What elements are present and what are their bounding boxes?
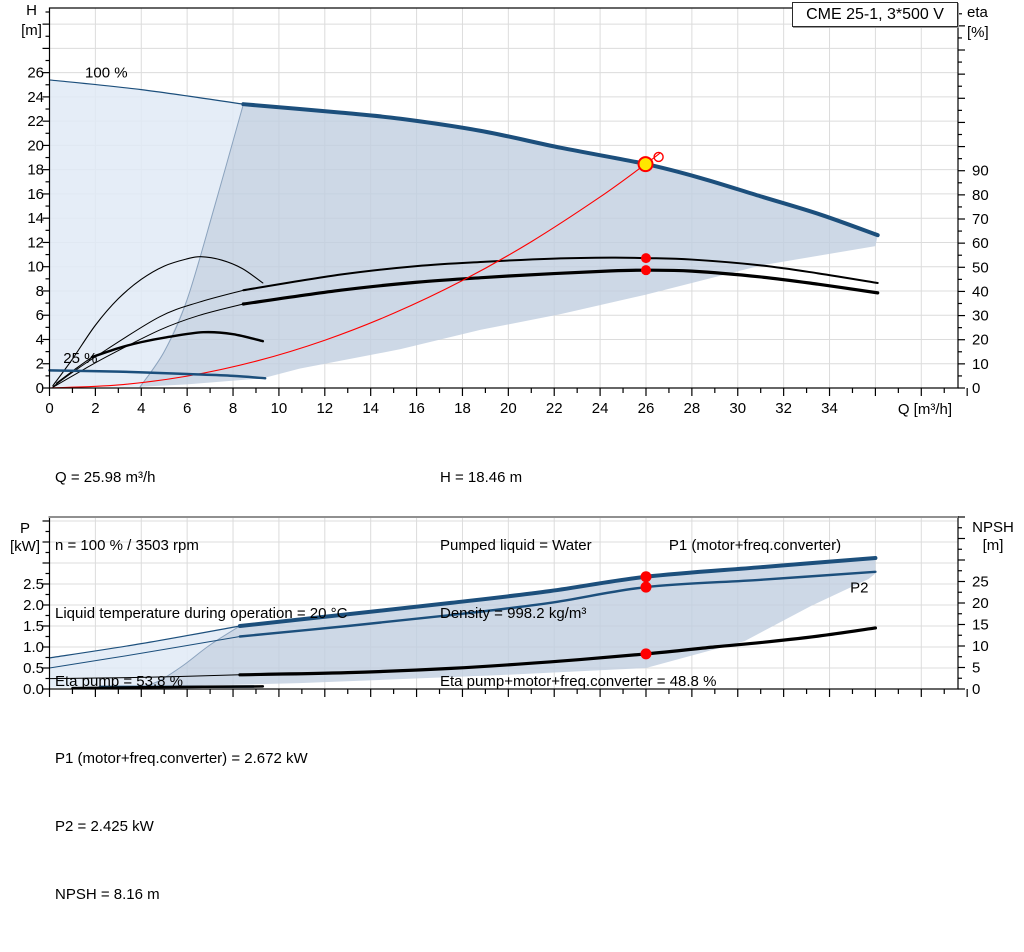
svg-text:40: 40 <box>972 283 989 300</box>
svg-text:50: 50 <box>972 259 989 276</box>
npsh-axis-label-symbol: NPSH <box>964 519 1022 537</box>
info-speed: n = 100 % / 3503 rpm <box>55 535 347 558</box>
svg-text:16: 16 <box>408 400 425 417</box>
h-axis-label-symbol: H <box>10 1 53 21</box>
svg-text:0: 0 <box>972 380 980 397</box>
svg-text:16: 16 <box>27 186 44 203</box>
svg-text:4: 4 <box>36 331 44 348</box>
svg-text:0.5: 0.5 <box>23 660 44 677</box>
svg-text:5: 5 <box>972 660 980 677</box>
svg-text:30: 30 <box>729 400 746 417</box>
info-npsh: NPSH = 8.16 m <box>55 884 308 907</box>
svg-text:1.5: 1.5 <box>23 618 44 635</box>
svg-text:18: 18 <box>27 162 44 179</box>
duty-info-right-column: H = 18.46 m Pumped liquid = Water Densit… <box>440 422 716 738</box>
info-eta-total: Eta pump+motor+freq.converter = 48.8 % <box>440 671 716 694</box>
svg-text:0: 0 <box>36 380 44 397</box>
svg-text:6: 6 <box>36 307 44 324</box>
eta-axis-label: eta [%] <box>967 3 1017 43</box>
info-flow: Q = 25.98 m³/h <box>55 467 347 490</box>
h-axis-label: H [m] <box>10 1 53 41</box>
svg-text:0: 0 <box>45 400 53 417</box>
info-liquid-temperature: Liquid temperature during operation = 20… <box>55 603 347 626</box>
svg-text:60: 60 <box>972 235 989 252</box>
svg-text:30: 30 <box>972 308 989 325</box>
svg-text:28: 28 <box>684 400 701 417</box>
envelope-allowed <box>140 104 878 387</box>
info-density: Density = 998.2 kg/m³ <box>440 603 716 626</box>
p-axis-label-unit: [kW] <box>2 538 48 556</box>
info-eta-pump: Eta pump = 53.8 % <box>55 671 347 694</box>
pump-title-box: CME 25-1, 3*500 V <box>792 2 958 27</box>
svg-text:4: 4 <box>137 400 145 417</box>
info-head: H = 18.46 m <box>440 467 716 490</box>
svg-text:20: 20 <box>972 595 989 612</box>
svg-text:14: 14 <box>27 210 44 227</box>
svg-text:1.0: 1.0 <box>23 639 44 656</box>
svg-text:8: 8 <box>36 283 44 300</box>
svg-text:18: 18 <box>454 400 471 417</box>
svg-text:8: 8 <box>229 400 237 417</box>
svg-text:2: 2 <box>36 356 44 373</box>
svg-text:20: 20 <box>500 400 517 417</box>
svg-text:0.0: 0.0 <box>23 681 44 698</box>
svg-text:70: 70 <box>972 211 989 228</box>
npsh-axis-label-unit: [m] <box>964 537 1022 555</box>
svg-text:6: 6 <box>183 400 191 417</box>
svg-text:24: 24 <box>592 400 609 417</box>
npsh-axis-label: NPSH [m] <box>964 519 1022 555</box>
eta-axis-label-unit: [%] <box>967 23 1017 43</box>
svg-text:80: 80 <box>972 187 989 204</box>
svg-text:25: 25 <box>972 574 989 591</box>
info-p1: P1 (motor+freq.converter) = 2.672 kW <box>55 748 308 771</box>
svg-text:12: 12 <box>27 234 44 251</box>
p2-curve-label: P2 <box>850 579 868 596</box>
svg-text:10: 10 <box>27 259 44 276</box>
eta-pump-point <box>641 253 651 263</box>
svg-text:26: 26 <box>638 400 655 417</box>
q-axis-label: Q [m³/h] <box>840 400 952 420</box>
p-axis-label-symbol: P <box>2 520 48 538</box>
duty-point[interactable] <box>639 157 653 171</box>
svg-text:0: 0 <box>972 681 980 698</box>
svg-text:10: 10 <box>271 400 288 417</box>
p-axis-label: P [kW] <box>2 520 48 556</box>
svg-text:15: 15 <box>972 617 989 634</box>
duty-info-left-column: Q = 25.98 m³/h n = 100 % / 3503 rpm Liqu… <box>55 422 347 738</box>
svg-text:90: 90 <box>972 163 989 180</box>
info-pumped-liquid: Pumped liquid = Water <box>440 535 716 558</box>
svg-text:12: 12 <box>316 400 333 417</box>
svg-text:32: 32 <box>775 400 792 417</box>
eta-total-point <box>641 265 651 275</box>
svg-text:26: 26 <box>27 65 44 82</box>
svg-text:2.5: 2.5 <box>23 576 44 593</box>
svg-text:34: 34 <box>821 400 838 417</box>
svg-text:20: 20 <box>972 332 989 349</box>
svg-text:10: 10 <box>972 638 989 655</box>
svg-text:2: 2 <box>91 400 99 417</box>
speed-label-25pct: 25 % <box>63 350 97 367</box>
svg-text:10: 10 <box>972 356 989 373</box>
power-info-block: P1 (motor+freq.converter) = 2.672 kW P2 … <box>55 703 308 952</box>
svg-text:22: 22 <box>546 400 563 417</box>
svg-text:22: 22 <box>27 113 44 130</box>
info-p2: P2 = 2.425 kW <box>55 816 308 839</box>
h-axis-label-unit: [m] <box>10 21 53 41</box>
speed-label-100pct: 100 % <box>85 64 128 81</box>
eta-axis-label-symbol: eta <box>967 3 1017 23</box>
svg-text:24: 24 <box>27 89 44 106</box>
svg-text:2.0: 2.0 <box>23 597 44 614</box>
svg-text:14: 14 <box>362 400 379 417</box>
svg-text:20: 20 <box>27 137 44 154</box>
